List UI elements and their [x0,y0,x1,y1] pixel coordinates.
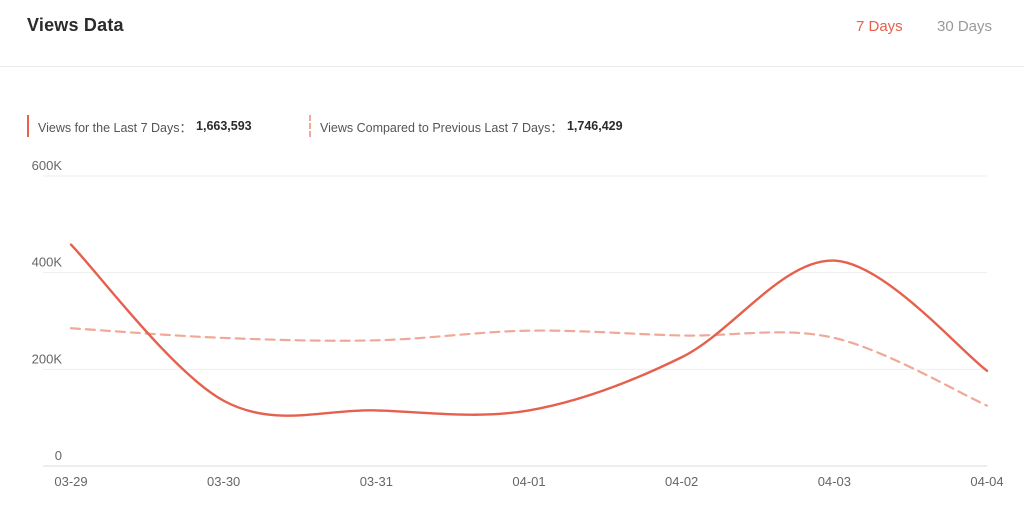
series-line-current [69,243,989,417]
legend-current-value: 1,663,593 [196,119,252,133]
y-tick-label: 600K [32,160,63,173]
x-tick-label: 03-31 [360,474,393,489]
views-line-chart: 0 200K 400K 600K 03-29 03-30 03-31 04-01 04-02 04… [32,160,1004,489]
y-tick-label: 200K [32,351,63,366]
legend-item-current[interactable]: Views for the Last 7 Days： 1,663,593 [27,114,252,138]
y-tick-label: 400K [32,255,63,270]
series-line-previous [69,327,989,407]
x-tick-label: 03-29 [54,474,87,489]
x-tick-label: 03-30 [207,474,240,489]
tab-7-days[interactable]: 7 Days [856,18,903,35]
legend-previous-label: Views Compared to Previous Last 7 Days： [320,120,563,135]
tab-30-days[interactable]: 30 Days [937,18,993,35]
x-tick-label: 04-02 [665,474,698,489]
x-tick-label: 04-04 [970,474,1003,489]
x-tick-label: 04-03 [818,474,851,489]
card-title: Views Data [27,15,124,35]
legend-previous-value: 1,746,429 [566,119,623,133]
solid-line-marker [27,115,29,137]
y-tick-label: 0 [55,448,62,463]
card-header: Views Data 7 Days 30 Days [0,0,1024,67]
legend-current-label: Views for the Last 7 Days： [38,120,193,135]
dashed-line-marker [309,115,311,137]
x-tick-label: 04-01 [512,474,545,489]
legend-item-previous[interactable]: Views Compared to Previous Last 7 Days： … [309,114,623,138]
